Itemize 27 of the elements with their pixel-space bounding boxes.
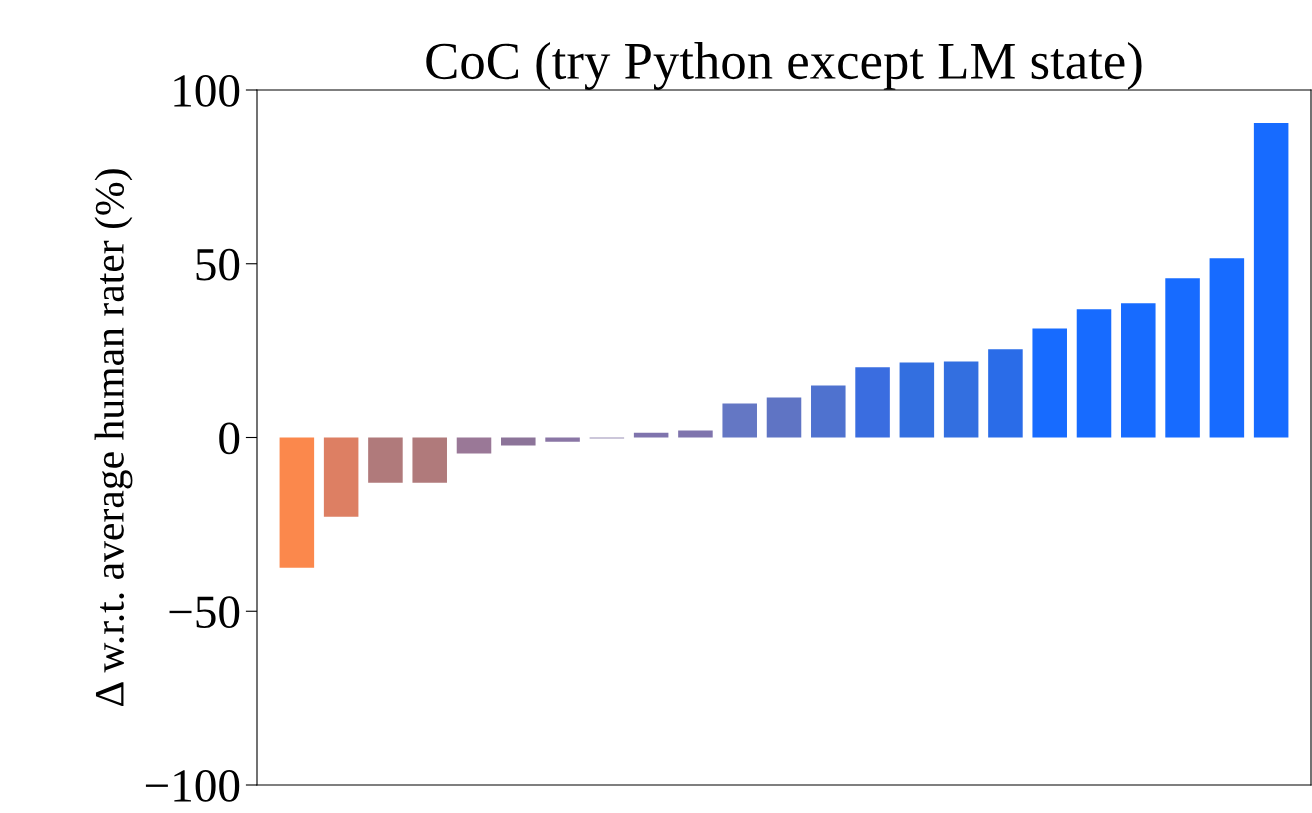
bar — [1032, 328, 1067, 438]
bar — [456, 437, 492, 454]
bar — [545, 437, 580, 442]
bar — [855, 367, 890, 438]
bar — [988, 349, 1023, 438]
y-tick-label: 100 — [174, 74, 240, 107]
bar — [501, 437, 536, 446]
chart-title: CoC (try Python except LM state) — [426, 41, 1142, 90]
bar — [1121, 303, 1156, 438]
bar — [899, 362, 935, 438]
y-axis-title: Δ w.r.t. average human rater (%) — [94, 169, 133, 706]
bar — [1253, 123, 1289, 438]
bar — [1165, 278, 1200, 438]
bar — [1076, 309, 1112, 438]
bar — [279, 437, 315, 568]
y-tick-label: 50 — [196, 248, 240, 281]
bar — [323, 437, 359, 517]
y-tick-label: 0 — [219, 422, 240, 455]
bar — [943, 361, 979, 438]
bar — [766, 397, 802, 438]
y-tick-label: −100 — [145, 769, 240, 802]
bar — [368, 437, 403, 483]
bar — [412, 437, 447, 483]
y-tick-label: −50 — [169, 596, 240, 629]
bar — [1209, 258, 1245, 438]
bar — [811, 385, 846, 438]
bar — [722, 403, 757, 438]
